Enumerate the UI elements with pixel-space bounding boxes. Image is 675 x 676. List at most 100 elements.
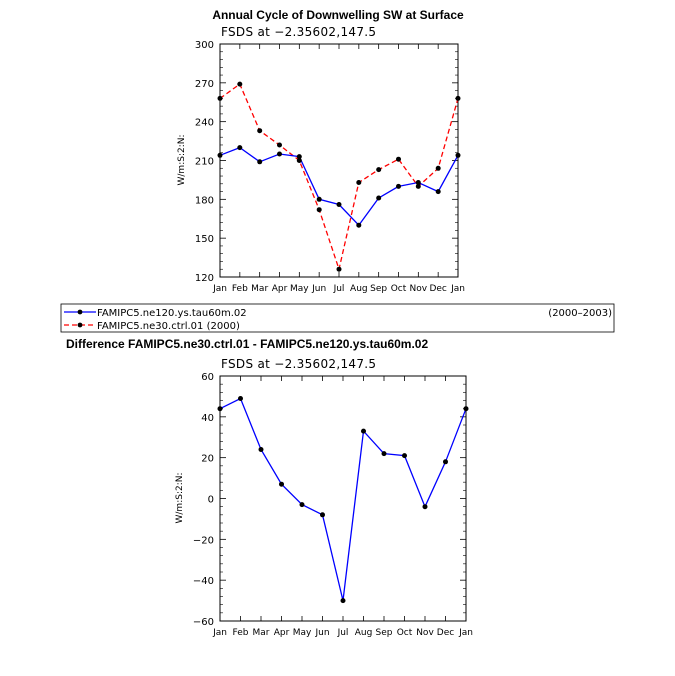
bottom-series-lines: [219, 397, 467, 601]
x-tick-label: Mar: [253, 628, 270, 638]
bottom-chart-title: Difference FAMIPC5.ne30.ctrl.01 - FAMIPC…: [66, 337, 428, 351]
data-point-series-1: [455, 152, 461, 158]
data-point-series-1: [279, 481, 284, 487]
data-point-series-1: [415, 180, 421, 185]
data-point-series-1: [402, 453, 407, 459]
x-tick-label: Aug: [355, 628, 373, 638]
bottom-chart: Difference FAMIPC5.ne30.ctrl.01 - FAMIPC…: [66, 337, 473, 638]
legend-label-series-1: FAMIPC5.ne120.ys.tau60m.02: [97, 308, 247, 319]
x-tick-label: Aug: [350, 284, 368, 294]
top-series-points: [217, 81, 461, 272]
data-point-series-2: [455, 95, 461, 101]
y-tick-label: 120: [195, 273, 214, 284]
data-point-series-1: [316, 196, 322, 202]
data-point-series-1: [217, 152, 223, 158]
y-tick-label: 180: [195, 195, 214, 206]
top-y-axis-label: W/m:S:2:N:: [177, 135, 187, 186]
x-tick-label: Nov: [416, 628, 434, 638]
series-line-1: [219, 146, 459, 227]
y-tick-label: 240: [195, 118, 214, 129]
data-point-series-1: [238, 396, 243, 401]
data-point-series-1: [361, 428, 366, 434]
data-point-series-1: [356, 222, 362, 228]
x-tick-label: Dec: [429, 284, 446, 294]
bottom-axis-ticks: Jan Feb Mar Apr May Jun Jul Aug Sep Oct Nov Dec Jan−…: [193, 372, 473, 638]
x-tick-label: Jul: [337, 628, 349, 638]
y-tick-label: 270: [195, 79, 214, 90]
data-point-series-1: [296, 154, 302, 160]
data-point-series-2: [296, 158, 302, 163]
x-tick-label: Dec: [437, 628, 454, 638]
data-point-series-2: [376, 167, 382, 173]
y-tick-label: 0: [208, 495, 214, 506]
data-point-series-1: [336, 202, 342, 207]
series-line-2: [219, 83, 459, 272]
y-tick-label: −60: [193, 617, 214, 628]
data-point-series-1: [299, 502, 305, 508]
x-tick-label: Jan: [458, 628, 473, 638]
x-tick-label: Jan: [212, 284, 227, 294]
legend-marker-series-2: [77, 322, 83, 328]
series-line-1: [219, 397, 467, 601]
x-tick-label: Jun: [311, 284, 326, 294]
data-point-series-1: [258, 447, 264, 452]
bottom-series-points: [217, 396, 469, 604]
x-tick-label: Jul: [333, 284, 345, 294]
data-point-series-2: [316, 207, 322, 213]
legend-frame: [60, 303, 615, 333]
data-point-series-1: [443, 459, 448, 465]
top-chart-title: Annual Cycle of Downwelling SW at Surfac…: [212, 8, 464, 22]
data-point-series-2: [356, 180, 362, 185]
data-point-series-1: [340, 598, 346, 604]
x-tick-label: Oct: [391, 284, 407, 294]
x-tick-label: Mar: [251, 284, 268, 294]
data-point-series-1: [237, 145, 243, 151]
x-tick-label: Jun: [314, 628, 329, 638]
legend: FAMIPC5.ne120.ys.tau60m.02 (2000–2003) F…: [60, 303, 615, 333]
data-point-series-1: [376, 195, 382, 201]
top-series-lines: [219, 83, 459, 272]
data-point-series-2: [396, 156, 401, 162]
legend-period-series-1: (2000–2003): [548, 308, 612, 319]
data-point-series-1: [396, 183, 401, 189]
data-point-series-1: [381, 451, 387, 457]
x-tick-label: Feb: [233, 628, 249, 638]
data-point-series-2: [257, 128, 263, 134]
data-point-series-2: [415, 183, 421, 189]
y-tick-label: −40: [193, 576, 214, 587]
top-chart-subtitle: FSDS at −2.35602,147.5: [221, 25, 376, 39]
x-tick-label: Jan: [212, 628, 227, 638]
data-point-series-1: [277, 151, 282, 157]
y-tick-label: 20: [201, 454, 214, 465]
x-tick-label: Apr: [272, 284, 288, 294]
top-axis-ticks: Jan Feb Mar Apr May Jun Jul Aug Sep Oct Nov Dec Jan1…: [195, 40, 465, 294]
top-chart: Annual Cycle of Downwelling SW at Surfac…: [177, 8, 465, 294]
legend-label-series-2: FAMIPC5.ne30.ctrl.01 (2000): [97, 321, 240, 332]
x-tick-label: May: [290, 284, 309, 294]
y-tick-label: 300: [195, 40, 214, 51]
data-point-series-1: [257, 159, 263, 165]
data-point-series-1: [463, 406, 469, 412]
data-point-series-2: [277, 142, 282, 148]
y-tick-label: 210: [195, 157, 214, 168]
data-point-series-2: [336, 266, 342, 272]
data-point-series-2: [217, 95, 223, 101]
x-tick-label: Sep: [376, 628, 393, 638]
y-tick-label: −20: [193, 535, 214, 546]
x-tick-label: Nov: [410, 284, 428, 294]
x-tick-label: Sep: [370, 284, 387, 294]
y-tick-label: 150: [195, 234, 214, 245]
x-tick-label: Apr: [274, 628, 290, 638]
x-tick-label: May: [293, 628, 312, 638]
bottom-chart-subtitle: FSDS at −2.35602,147.5: [221, 357, 376, 371]
data-point-series-2: [435, 165, 441, 171]
data-point-series-1: [422, 504, 428, 510]
x-tick-label: Feb: [232, 284, 248, 294]
legend-marker-series-1: [77, 309, 83, 315]
top-plot-frame: [219, 43, 459, 278]
data-point-series-1: [435, 189, 441, 195]
x-tick-label: Jan: [450, 284, 465, 294]
data-point-series-2: [237, 81, 243, 87]
data-point-series-1: [320, 512, 325, 518]
